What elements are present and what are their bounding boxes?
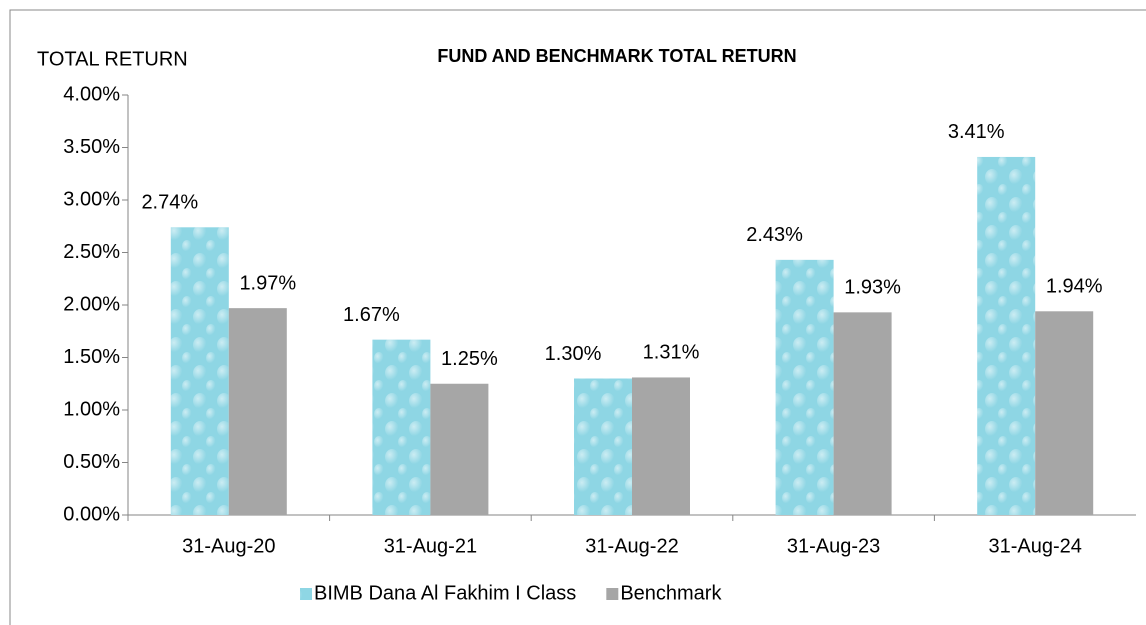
- value-label: 1.97%: [239, 272, 296, 294]
- x-tick-label: 31-Aug-22: [585, 535, 678, 557]
- y-axis-label: TOTAL RETURN: [37, 48, 188, 70]
- x-tick-label: 31-Aug-23: [787, 535, 880, 557]
- value-label: 1.30%: [545, 343, 602, 365]
- chart-title: FUND AND BENCHMARK TOTAL RETURN: [437, 46, 796, 66]
- bar: [833, 312, 892, 515]
- legend-label: BIMB Dana Al Fakhim I Class: [314, 582, 576, 604]
- bar: [372, 339, 431, 515]
- x-tick-label: 31-Aug-24: [988, 535, 1081, 557]
- bar: [430, 383, 489, 515]
- bar: [775, 259, 834, 515]
- bar: [632, 377, 690, 515]
- bar: [228, 308, 287, 515]
- value-label: 1.93%: [844, 277, 901, 299]
- y-tick-label: 4.00%: [63, 83, 120, 105]
- value-label: 1.31%: [643, 342, 700, 364]
- y-tick-label: 2.50%: [63, 241, 120, 263]
- bar: [574, 378, 632, 515]
- y-tick-label: 0.00%: [63, 503, 120, 525]
- chart-frame: [9, 9, 1146, 625]
- legend-swatch: [606, 588, 619, 600]
- value-label: 1.25%: [441, 348, 498, 370]
- bar: [977, 156, 1036, 515]
- legend-label: Benchmark: [620, 582, 722, 604]
- y-tick-label: 3.00%: [63, 188, 120, 210]
- value-label: 1.94%: [1046, 276, 1103, 298]
- x-tick-label: 31-Aug-21: [384, 535, 477, 557]
- y-tick-label: 2.00%: [63, 293, 120, 315]
- value-label: 2.74%: [141, 192, 198, 214]
- value-label: 3.41%: [948, 121, 1005, 143]
- legend-swatch-texture: [300, 588, 312, 600]
- y-tick-label: 1.50%: [63, 346, 120, 368]
- value-label: 2.43%: [746, 224, 803, 246]
- y-tick-label: 1.00%: [63, 398, 120, 420]
- bar: [170, 227, 229, 516]
- bar: [1035, 311, 1094, 515]
- y-tick-label: 0.50%: [63, 451, 120, 473]
- value-label: 1.67%: [343, 304, 400, 326]
- y-tick-label: 3.50%: [63, 136, 120, 158]
- x-tick-label: 31-Aug-20: [182, 535, 275, 557]
